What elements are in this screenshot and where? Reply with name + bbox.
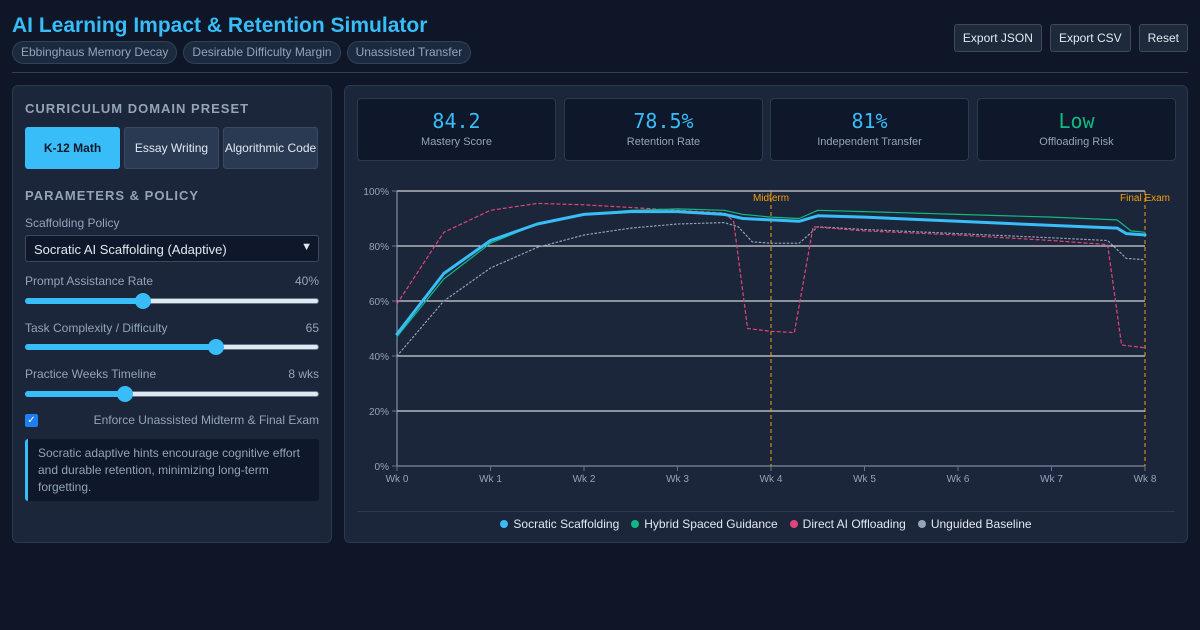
slider-fill <box>25 344 217 350</box>
chevron-down-icon: ▼ <box>301 241 312 253</box>
slider-thumb[interactable] <box>116 386 133 402</box>
results-panel: 84.2 Mastery Score 78.5% Retention Rate … <box>344 85 1188 543</box>
policy-label: Scaffolding Policy <box>25 216 120 230</box>
prompt-rate-slider[interactable] <box>25 293 319 309</box>
metric-card-mastery: 84.2 Mastery Score <box>357 98 556 161</box>
legend-item-baseline[interactable]: Unguided Baseline <box>917 517 1032 531</box>
legend-label: Socratic Scaffolding <box>513 517 620 531</box>
policy-select[interactable]: Socratic AI Scaffolding (Adaptive) ▼ <box>25 235 319 262</box>
weeks-value: 8 wks <box>288 367 319 381</box>
complexity-slider[interactable] <box>25 339 319 355</box>
y-tick-label: 0% <box>375 462 390 473</box>
y-tick-label: 40% <box>369 352 389 363</box>
metric-card-offloading: Low Offloading Risk <box>977 98 1176 161</box>
prompt-rate-value: 40% <box>294 274 319 288</box>
header-divider <box>12 72 1188 73</box>
policy-note: Socratic adaptive hints encourage cognit… <box>25 439 319 501</box>
metric-value: 78.5% <box>633 109 694 133</box>
legend-label: Hybrid Spaced Guidance <box>644 517 778 531</box>
export-csv-button[interactable]: Export CSV <box>1049 24 1131 52</box>
app-title: AI Learning Impact & Retention Simulator <box>12 14 428 37</box>
enforce-exam-label: Enforce Unassisted Midterm & Final Exam <box>93 413 319 427</box>
x-tick-label: Wk 3 <box>666 474 689 485</box>
y-tick-label: 100% <box>363 187 389 198</box>
metric-card-retention: 78.5% Retention Rate <box>564 98 763 161</box>
preset-essay-writing[interactable]: Essay Writing <box>124 127 219 169</box>
reset-button[interactable]: Reset <box>1138 24 1188 52</box>
x-tick-label: Wk 2 <box>573 474 596 485</box>
series-line-direct-ai-offloading <box>396 202 1146 349</box>
metric-card-transfer: 81% Independent Transfer <box>770 98 969 161</box>
prompt-rate-label: Prompt Assistance Rate <box>25 274 154 288</box>
x-tick-label: Wk 5 <box>853 474 876 485</box>
weeks-label: Practice Weeks Timeline <box>25 367 157 381</box>
slider-fill <box>25 391 125 397</box>
metric-value: Low <box>1058 109 1095 133</box>
header-actions: Export JSON Export CSV Reset <box>953 24 1188 52</box>
weeks-slider[interactable] <box>25 386 319 402</box>
export-json-button[interactable]: Export JSON <box>953 24 1042 52</box>
chip-difficulty: Desirable Difficulty Margin <box>183 41 341 64</box>
y-tick-label: 20% <box>369 407 389 418</box>
legend-dot <box>917 520 926 528</box>
metric-value: 81% <box>851 109 888 133</box>
chip-ebbinghaus: Ebbinghaus Memory Decay <box>12 41 178 64</box>
retention-chart: 0% 20% 40% 60% 80% 100% Wk 0 Wk 1 Wk 2 Wk 3 Wk 4 Wk… <box>363 187 1170 485</box>
metric-label: Independent Transfer <box>817 136 922 148</box>
control-panel: Curriculum Domain Preset K-12 Math Essay… <box>12 85 332 543</box>
y-tick-label: 60% <box>369 297 389 308</box>
x-tick-label: Wk 4 <box>760 474 783 485</box>
legend-label: Direct AI Offloading <box>802 517 906 531</box>
slider-thumb[interactable] <box>134 293 151 309</box>
preset-heading: Curriculum Domain Preset <box>25 101 250 116</box>
x-tick-label: Wk 6 <box>947 474 970 485</box>
exam-marker-label: Midterm <box>753 193 789 204</box>
preset-algorithmic-code[interactable]: Algorithmic Code <box>223 127 318 169</box>
feature-chips: Ebbinghaus Memory Decay Desirable Diffic… <box>12 41 472 64</box>
y-tick-label: 80% <box>369 242 389 253</box>
policy-select-value: Socratic AI Scaffolding (Adaptive) <box>34 242 227 257</box>
exam-marker-label: Final Exam <box>1120 193 1170 204</box>
complexity-label: Task Complexity / Difficulty <box>25 321 168 335</box>
params-heading: Parameters & Policy <box>25 188 200 203</box>
x-tick-label: Wk 1 <box>479 474 502 485</box>
preset-group: K-12 Math Essay Writing Algorithmic Code <box>25 127 318 169</box>
legend-label: Unguided Baseline <box>930 517 1032 531</box>
enforce-exam-checkbox[interactable]: ✓ <box>25 414 38 427</box>
legend-item-socratic[interactable]: Socratic Scaffolding <box>500 517 619 531</box>
x-tick-label: Wk 7 <box>1040 474 1063 485</box>
metric-label: Offloading Risk <box>1039 136 1114 148</box>
legend-dot <box>789 520 798 528</box>
x-tick-label: Wk 8 <box>1134 474 1157 485</box>
series-line-socratic-scaffolding <box>395 210 1147 336</box>
legend-dot <box>631 520 640 528</box>
metric-label: Mastery Score <box>421 136 492 148</box>
chart-legend: Socratic Scaffolding Hybrid Spaced Guida… <box>357 511 1175 531</box>
metric-value: 84.2 <box>432 109 481 133</box>
preset-k12-math[interactable]: K-12 Math <box>25 127 120 169</box>
series-line-unguided-baseline <box>396 222 1146 357</box>
legend-item-offloading[interactable]: Direct AI Offloading <box>789 517 906 531</box>
slider-thumb[interactable] <box>208 339 225 355</box>
metric-label: Retention Rate <box>626 136 701 148</box>
legend-item-hybrid[interactable]: Hybrid Spaced Guidance <box>631 517 778 531</box>
legend-dot <box>500 520 509 528</box>
complexity-value: 65 <box>305 321 319 335</box>
slider-fill <box>25 298 143 304</box>
chip-transfer: Unassisted Transfer <box>346 41 472 64</box>
x-tick-label: Wk 0 <box>386 474 409 485</box>
